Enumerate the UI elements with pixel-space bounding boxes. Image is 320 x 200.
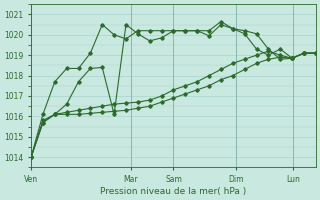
X-axis label: Pression niveau de la mer( hPa ): Pression niveau de la mer( hPa ) (100, 187, 247, 196)
